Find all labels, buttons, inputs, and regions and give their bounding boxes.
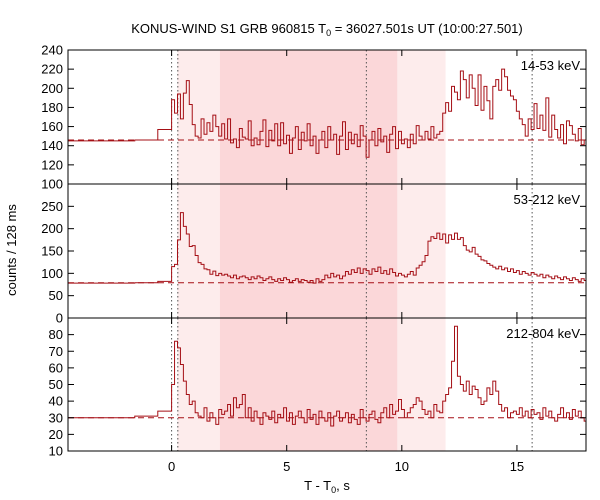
panel-2: 0 50 100 150 200 250 53-212 keV (41, 183, 587, 326)
y-tick-label: 50 (49, 377, 63, 392)
y-tick-label: 200 (41, 221, 63, 236)
y-tick-label: 0 (56, 311, 63, 326)
x-axis-title: T - T0, s (304, 478, 350, 495)
chart-title-suffix: = 36027.501s UT (10:00:27.501) (331, 21, 523, 36)
y-tick-label: 80 (49, 327, 63, 342)
chart-title: KONUS-WIND S1 GRB 960815 T0 = 36027.501s… (131, 21, 523, 38)
y-tick-label: 200 (41, 81, 63, 96)
energy-band-label: 212-804 keV (506, 326, 580, 341)
y-tick-label: 70 (49, 344, 63, 359)
y-tick-label: 40 (49, 394, 63, 409)
light-curve (68, 325, 586, 427)
y-tick-label: 100 (41, 177, 63, 192)
light-curve (68, 68, 586, 158)
y-tick-label: 10 (49, 444, 63, 459)
x-tick-label: 0 (168, 459, 175, 474)
y-tick-label: 100 (41, 266, 63, 281)
shaded-interval (219, 50, 398, 184)
y-axis-title: counts / 128 ms (4, 204, 19, 296)
energy-band-label: 14-53 keV (521, 58, 581, 73)
x-tick-labels: 0 5 10 15 (168, 459, 524, 474)
chart-title-subscript: 0 (326, 28, 331, 38)
y-tick-label: 220 (41, 62, 63, 77)
x-tick-label: 5 (283, 459, 290, 474)
x-axis-title-subscript: 0 (331, 485, 336, 495)
y-tick-label: 160 (41, 119, 63, 134)
chart-title-prefix: KONUS-WIND S1 GRB 960815 T (131, 21, 326, 36)
x-tick-label: 10 (395, 459, 409, 474)
panel-1: 100 120 140 160 180 200 220 240 14-53 keV (41, 43, 587, 192)
x-tick-label: 15 (510, 459, 524, 474)
light-curve (68, 212, 586, 284)
x-axis-title-prefix: T - T (304, 478, 331, 493)
y-tick-label: 250 (41, 199, 63, 214)
y-tick-label: 240 (41, 43, 63, 58)
y-tick-label: 30 (49, 410, 63, 425)
y-tick-label: 180 (41, 100, 63, 115)
y-tick-label: 140 (41, 138, 63, 153)
y-tick-label: 20 (49, 427, 63, 442)
x-axis-title-suffix: , s (336, 478, 350, 493)
y-tick-label: 120 (41, 157, 63, 172)
shaded-interval (219, 318, 398, 451)
shaded-interval (219, 184, 398, 318)
y-tick-label: 150 (41, 244, 63, 259)
energy-band-label: 53-212 keV (514, 192, 581, 207)
y-tick-label: 50 (49, 288, 63, 303)
y-tick-label: 60 (49, 360, 63, 375)
